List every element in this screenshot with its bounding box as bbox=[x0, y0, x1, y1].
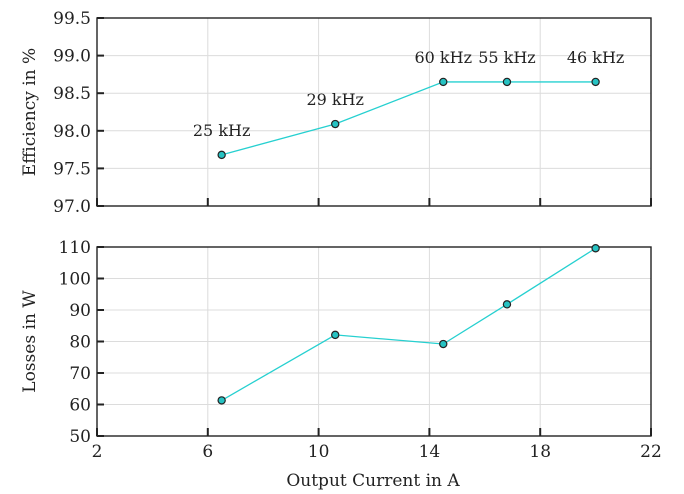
y-tick-label: 90 bbox=[69, 301, 91, 321]
data-point bbox=[591, 244, 600, 253]
y-axis-label: Efficiency in % bbox=[20, 48, 40, 176]
frequency-annotation: 25 kHz bbox=[193, 121, 251, 140]
losses-panel: 50 60 70 80 90 100 110 Losses in W 2 6 10 14 18 22 bbox=[20, 238, 662, 462]
y-tick-label: 97.0 bbox=[53, 197, 91, 217]
data-point bbox=[591, 77, 600, 87]
frequency-annotation: 60 kHz bbox=[414, 48, 472, 67]
data-point bbox=[217, 150, 226, 160]
series-line bbox=[221, 247, 596, 401]
y-tick-label: 50 bbox=[69, 427, 91, 447]
data-point bbox=[502, 300, 512, 309]
y-tick-label: 110 bbox=[59, 238, 91, 258]
y-tick-label: 60 bbox=[69, 396, 91, 416]
data-point bbox=[331, 119, 340, 129]
y-tick-label: 100 bbox=[59, 270, 91, 290]
x-tick-label: 10 bbox=[308, 442, 330, 462]
y-tick-label: 70 bbox=[69, 364, 91, 384]
data-point bbox=[439, 339, 448, 349]
y-tick-label: 80 bbox=[69, 333, 91, 353]
x-tick-label: 6 bbox=[202, 442, 213, 462]
x-tick-label: 2 bbox=[92, 442, 103, 462]
y-tick-label: 99.0 bbox=[53, 47, 91, 67]
frequency-annotation: 46 kHz bbox=[567, 48, 625, 67]
data-point bbox=[331, 330, 340, 340]
y-tick-label: 98.5 bbox=[53, 84, 91, 104]
plot-frame bbox=[96, 17, 652, 207]
x-tick-label: 14 bbox=[419, 442, 441, 462]
data-point bbox=[217, 396, 226, 405]
y-tick-label: 98.0 bbox=[53, 122, 91, 142]
y-tick-label: 99.5 bbox=[53, 9, 91, 29]
efficiency-panel: 97.0 97.5 98.0 98.5 99.0 99.5 Efficiency in % 2… bbox=[20, 9, 652, 217]
y-tick-label: 97.5 bbox=[53, 159, 91, 179]
x-tick-label: 18 bbox=[529, 442, 551, 462]
frequency-annotation: 29 kHz bbox=[306, 90, 364, 109]
data-point bbox=[502, 77, 512, 87]
data-point bbox=[439, 77, 448, 87]
frequency-annotation: 55 kHz bbox=[478, 48, 536, 67]
x-tick-label: 22 bbox=[640, 442, 662, 462]
x-axis-label: Output Current in A bbox=[286, 471, 460, 491]
y-axis-label: Losses in W bbox=[20, 290, 40, 393]
